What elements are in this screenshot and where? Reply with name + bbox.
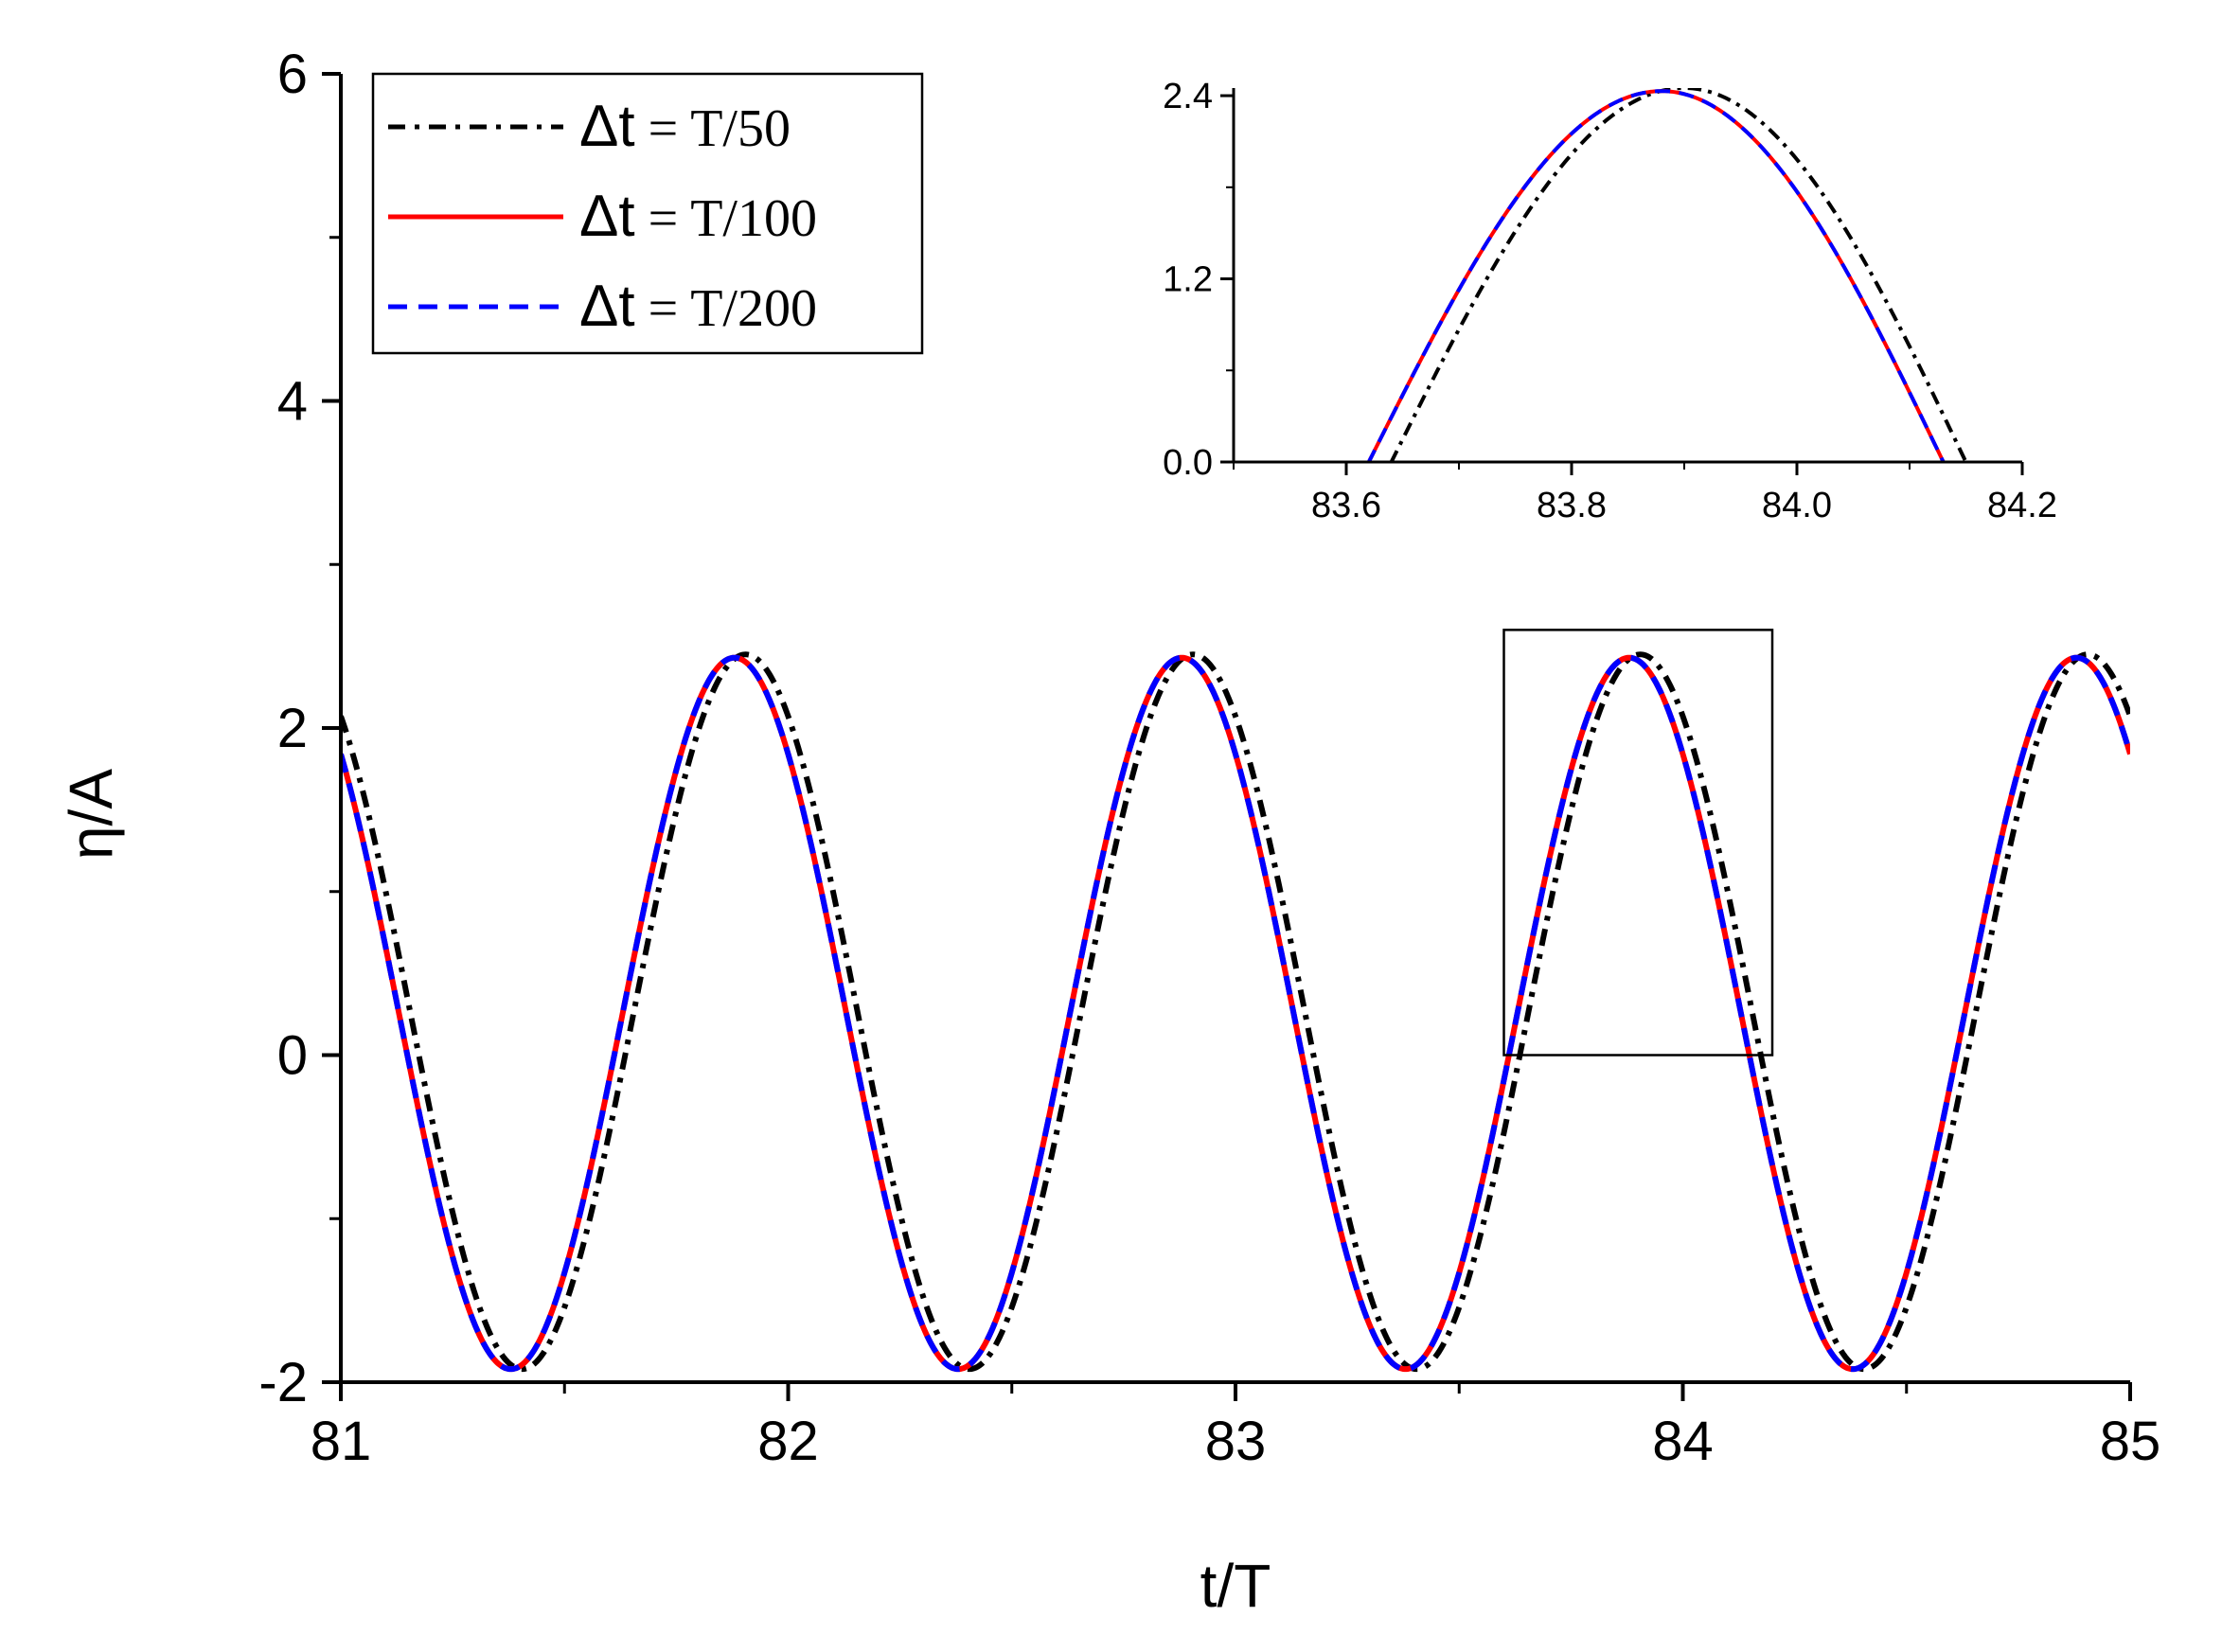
inset-series-line-2 (1366, 89, 1946, 462)
y-axis-title: η/A (57, 769, 125, 860)
x-tick-label: 81 (311, 1411, 372, 1472)
legend-label-0: Δt = T/50 (579, 94, 791, 159)
inset-series-line-0 (1389, 88, 1968, 462)
legend: Δt = T/50 Δt = T/100 Δt = T/200 (371, 72, 924, 355)
x-tick-label: 82 (757, 1411, 819, 1472)
inset-y-tick-label: 2.4 (1163, 77, 1213, 116)
inset-x-tick-label: 84.0 (1762, 486, 1832, 525)
legend-label-1: Δt = T/100 (579, 184, 817, 249)
y-tick-label: 2 (277, 698, 308, 759)
x-axis-title: t/T (1200, 1552, 1271, 1620)
y-tick-label: 4 (277, 371, 308, 433)
inset-series-group (1366, 88, 1968, 462)
y-tick-label: 0 (277, 1025, 308, 1087)
inset-x-tick-label: 83.6 (1311, 486, 1381, 525)
x-tick-label: 83 (1205, 1411, 1267, 1472)
x-tick-label: 84 (1652, 1411, 1714, 1472)
series-line-2 (341, 654, 2130, 1373)
inset-y-tick-label: 0.0 (1163, 443, 1213, 483)
inset-y-tick-label: 1.2 (1163, 260, 1213, 300)
zoom-box (1502, 629, 1774, 1057)
main-plot: 81 82 83 84 85 -2 0 2 4 6 t/T η/A (57, 44, 2160, 1620)
series-line-0 (341, 651, 2130, 1373)
inset-x-tick-label: 84.2 (1987, 486, 2057, 525)
inset-plot: 83.6 83.8 84.0 84.2 0.0 1.2 2.4 (1163, 77, 2057, 525)
y-tick-label: 6 (277, 44, 308, 105)
inset-ticks: 83.6 83.8 84.0 84.2 0.0 1.2 2.4 (1163, 77, 2057, 525)
main-series-group (341, 651, 2130, 1373)
legend-label-2: Δt = T/200 (579, 274, 817, 339)
x-tick-label: 85 (2100, 1411, 2161, 1472)
series-line-1 (341, 654, 2130, 1373)
inset-x-tick-label: 83.8 (1537, 486, 1607, 525)
y-tick-label: -2 (258, 1352, 308, 1413)
main-ticks: 81 82 83 84 85 -2 0 2 4 6 (258, 44, 2160, 1472)
